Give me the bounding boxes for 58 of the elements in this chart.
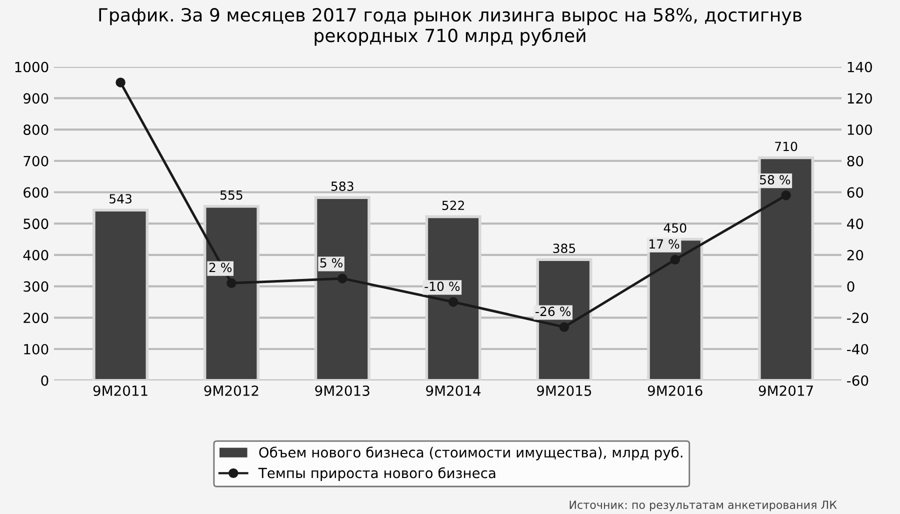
x-tick-label: 9M2014 [426, 385, 481, 396]
bar [203, 204, 260, 380]
y2-tick-label: 100 [848, 124, 872, 135]
y2-tick-label: -60 [847, 375, 868, 386]
y2-tick-label: -40 [847, 344, 868, 354]
bar [647, 238, 704, 380]
y-tick-label: 400 [23, 250, 48, 260]
data-label: 583 [331, 182, 354, 191]
bar [758, 156, 814, 380]
y2-tick-label: 120 [848, 93, 872, 104]
bar [92, 208, 149, 380]
point [559, 322, 570, 332]
data-label: 58 % [760, 174, 790, 184]
data-label: -26 % [536, 306, 571, 316]
y-tick-label: 100 [24, 344, 48, 354]
y-tick-label: 900 [24, 93, 48, 104]
data-label: 17 % [650, 239, 680, 249]
y-tick-label: 1000 [15, 62, 48, 72]
x-tick-label: 9M2015 [537, 385, 592, 396]
x-tick-label: 9M2013 [315, 385, 370, 396]
point [226, 278, 236, 288]
y-tick-label: 700 [24, 156, 48, 166]
point [781, 190, 791, 200]
y2-tick-label: 40 [847, 218, 864, 230]
y-tick-label: 200 [24, 312, 48, 324]
y-tick-label: 500 [24, 218, 48, 230]
data-label: 710 [775, 142, 798, 152]
y-tick-label: 800 [24, 124, 48, 135]
legend-label: Темпы прироста нового бизнеса [258, 467, 496, 481]
data-label: 2 % [209, 262, 232, 272]
data-label: 5 % [320, 258, 342, 268]
text: Источник: по результатам анкетирования ЛК [570, 500, 837, 512]
point [338, 274, 348, 284]
bar [314, 196, 370, 380]
data-label: 450 [664, 223, 686, 233]
y-tick-label: 600 [24, 187, 48, 198]
point [116, 78, 126, 88]
y2-tick-label: -20 [847, 312, 868, 324]
point [448, 297, 458, 307]
data-label: 522 [442, 200, 464, 210]
chart-title: График. За 9 месяцев 2017 года рынок лизинга вырос на 58%, достигнув рекордных 710 млрд рублей [99, 8, 802, 46]
y-tick-label: 300 [24, 281, 48, 292]
y2-tick-label: 80 [847, 156, 864, 166]
data-label: 555 [220, 190, 242, 200]
x-tick-label: 9M2011 [93, 385, 148, 396]
x-tick-label: 9M2012 [204, 385, 258, 396]
y2-tick-label: 0 [847, 281, 854, 292]
x-tick-label: 9M2016 [648, 385, 702, 396]
data-label: 385 [553, 244, 576, 254]
x-tick-label: 9M2017 [758, 385, 813, 396]
y2-tick-label: 20 [847, 250, 864, 260]
legend-label: Объем нового бизнеса (стоимости имущества), млрд руб. [259, 446, 682, 460]
data-label: 543 [110, 194, 132, 204]
y2-tick-label: 140 [848, 62, 872, 72]
data-label: -10 % [424, 282, 460, 292]
y2-tick-label: 60 [847, 187, 864, 198]
point [670, 254, 680, 265]
y-tick-label: 0 [41, 375, 48, 386]
